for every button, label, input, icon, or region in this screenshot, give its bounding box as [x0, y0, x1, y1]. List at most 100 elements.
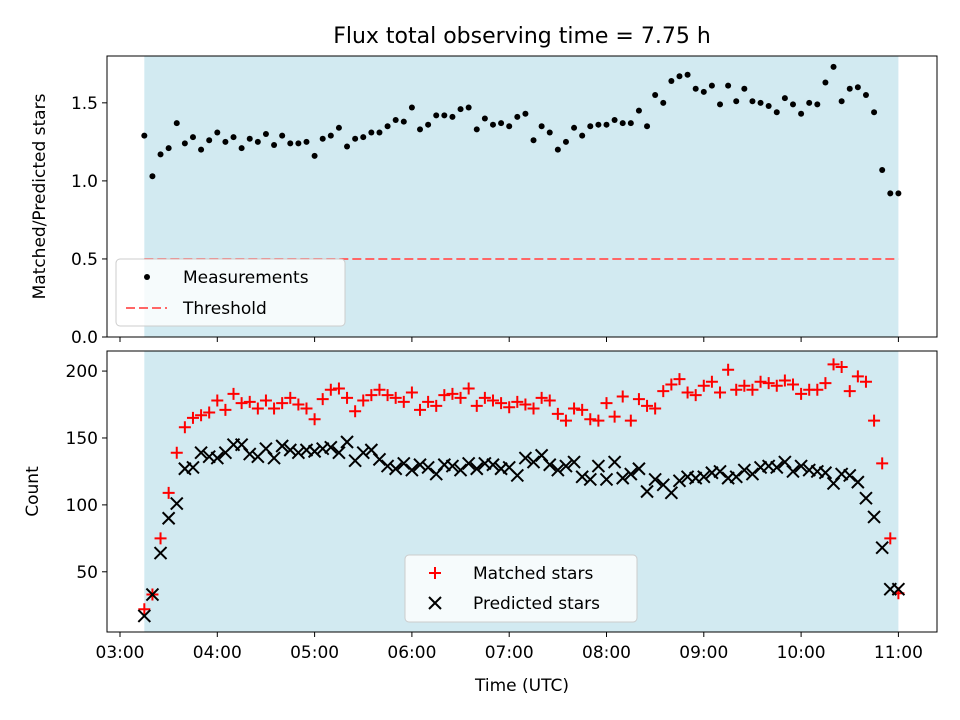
matched-star-point [649, 402, 662, 415]
legend-label-threshold: Threshold [182, 299, 267, 319]
measurement-point [376, 129, 383, 136]
measurement-point [830, 63, 837, 70]
predicted-star-point [243, 447, 257, 461]
predicted-star-point [575, 470, 589, 484]
matched-star-point [430, 399, 443, 412]
matched-star-point [811, 383, 824, 396]
predicted-star-point [543, 458, 557, 472]
predicted-star-point [648, 472, 662, 487]
measurement-point [652, 92, 659, 99]
matched-star-point [714, 386, 727, 399]
matched-star-point [349, 405, 362, 418]
matched-star-point [292, 398, 305, 411]
y-tick-label: 1.0 [71, 172, 98, 192]
matched-star-point [414, 403, 427, 416]
measurement-point [522, 110, 529, 117]
predicted-star-point [453, 463, 468, 477]
predicted-star-point [445, 459, 460, 473]
matched-star-point [138, 603, 151, 616]
top-axes-frame [106, 55, 938, 338]
matched-star-point [786, 378, 799, 391]
measurement-point [360, 134, 367, 141]
measurement-point [603, 121, 610, 128]
measurement-point [222, 138, 229, 145]
measurement-point [733, 98, 740, 105]
measurement-point [189, 134, 196, 141]
predicted-star-point [729, 470, 743, 484]
matched-star-point [211, 394, 224, 407]
matched-star-point [730, 383, 743, 396]
matched-star-point [697, 379, 710, 392]
measurement-point [587, 123, 594, 130]
measurement-point [498, 120, 505, 127]
matched-star-point [373, 383, 386, 396]
matched-star-point [665, 378, 678, 391]
predicted-star-point [413, 458, 427, 472]
predicted-star-point [518, 451, 533, 465]
predicted-star-point [672, 474, 687, 488]
matched-star-point [316, 393, 329, 406]
matched-star-point [195, 409, 208, 422]
measurement-point [530, 137, 537, 144]
matched-star-point [738, 379, 751, 392]
measurement-point [619, 120, 626, 127]
predicted-star-point [640, 484, 654, 499]
matched-star-point [251, 402, 264, 415]
y-tick-label: 50 [76, 563, 98, 583]
top-legend: Measurements Threshold [115, 258, 346, 327]
predicted-star-point [624, 467, 638, 481]
x-tick-label: 07:00 [485, 643, 534, 663]
measurement-point [506, 123, 513, 130]
predicted-star-point [145, 587, 160, 602]
predicted-star-point [283, 443, 297, 457]
measurement-point [319, 135, 326, 142]
predicted-star-point [599, 472, 614, 487]
matched-star-point [827, 358, 840, 371]
y-tick-label: 1.5 [71, 94, 98, 114]
matched-star-point [819, 377, 832, 390]
predicted-star-point [891, 582, 906, 596]
measurement-point [141, 132, 148, 139]
predicted-star-point [859, 491, 873, 505]
measurement-point [789, 101, 796, 108]
y-tick-label: 200 [66, 362, 98, 382]
matched-star-point [405, 386, 418, 399]
matched-star-point [203, 406, 216, 419]
matched-star-point [876, 457, 889, 470]
matched-star-point [389, 391, 402, 404]
predicted-star-point [591, 459, 606, 473]
matched-star-point [446, 387, 459, 400]
measurement-point [384, 123, 391, 130]
matched-star-point [681, 386, 694, 399]
legend-box [404, 554, 638, 623]
measurement-point [846, 85, 853, 92]
matched-star-point [462, 382, 475, 395]
matched-star-point [186, 411, 199, 424]
measurement-point [425, 121, 432, 128]
predicted-star-point [607, 455, 622, 469]
matched-star-point [778, 374, 791, 387]
measurement-point [352, 135, 359, 142]
measurement-point [838, 98, 845, 105]
x-tick-label: 03:00 [96, 643, 145, 663]
predicted-star-point [194, 445, 208, 460]
predicted-star-point [388, 462, 403, 476]
matched-star-point [365, 389, 378, 402]
measurement-point [635, 107, 642, 114]
matched-star-point [543, 394, 556, 407]
matched-star-point [795, 387, 808, 400]
measurement-point [344, 143, 351, 150]
x-tick-label: 04:00 [193, 643, 242, 663]
matched-star-point [170, 446, 183, 459]
measurement-point [149, 173, 156, 180]
matched-star-point [470, 399, 483, 412]
x-tick-label: 11:00 [874, 643, 923, 663]
predicted-star-point [421, 460, 435, 475]
y-tick-label: 150 [66, 429, 98, 449]
predicted-star-point [356, 445, 370, 460]
matched-star-point [495, 397, 508, 410]
x-tick-label: 06:00 [387, 643, 436, 663]
predicted-star-point [794, 459, 808, 473]
matched-star-point [616, 390, 629, 403]
predicted-star-point [486, 458, 500, 472]
